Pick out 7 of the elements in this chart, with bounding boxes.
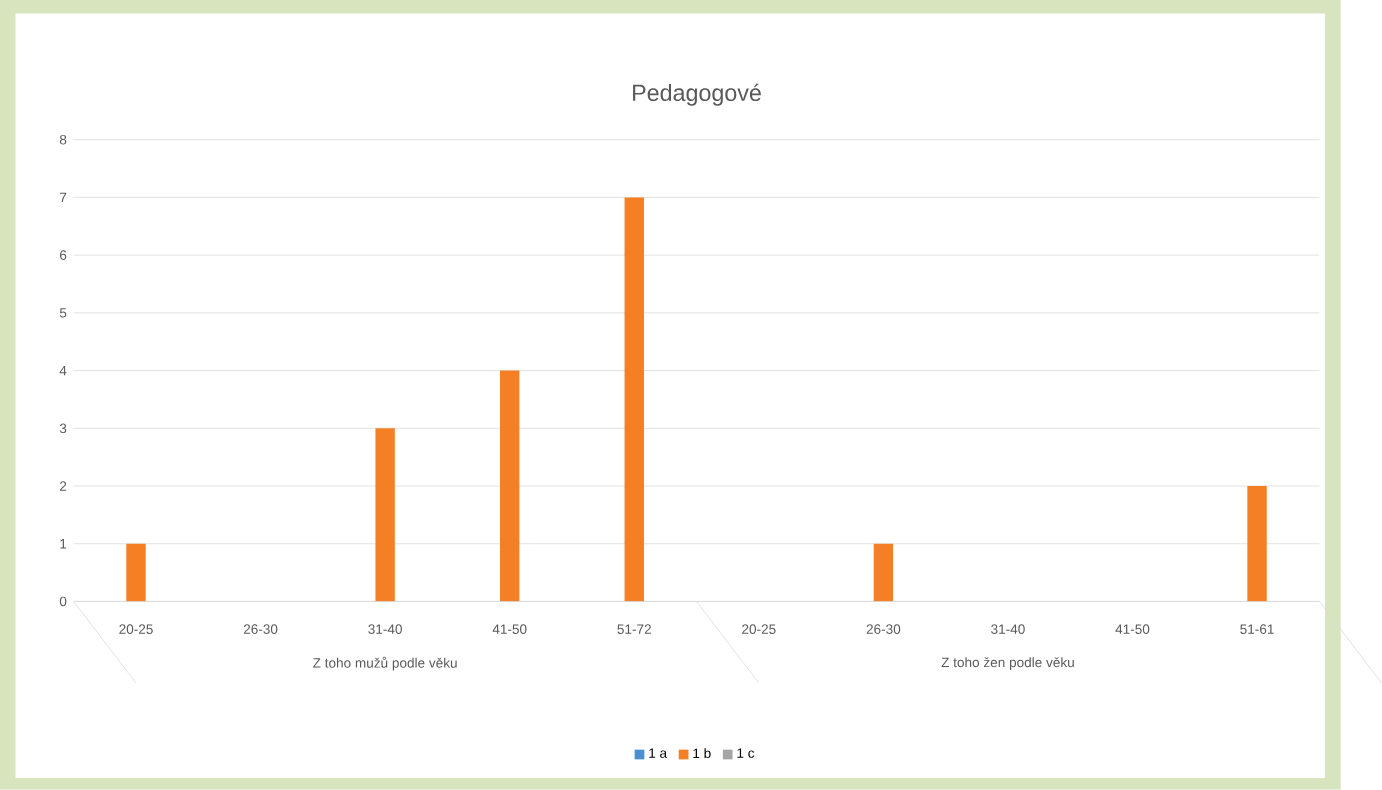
bar [1247, 486, 1267, 602]
bar [873, 543, 894, 602]
bar [126, 543, 146, 602]
bar [375, 428, 395, 602]
bar [500, 370, 520, 602]
bar [624, 197, 644, 602]
chart-title: Pedagogové [633, 83, 761, 106]
